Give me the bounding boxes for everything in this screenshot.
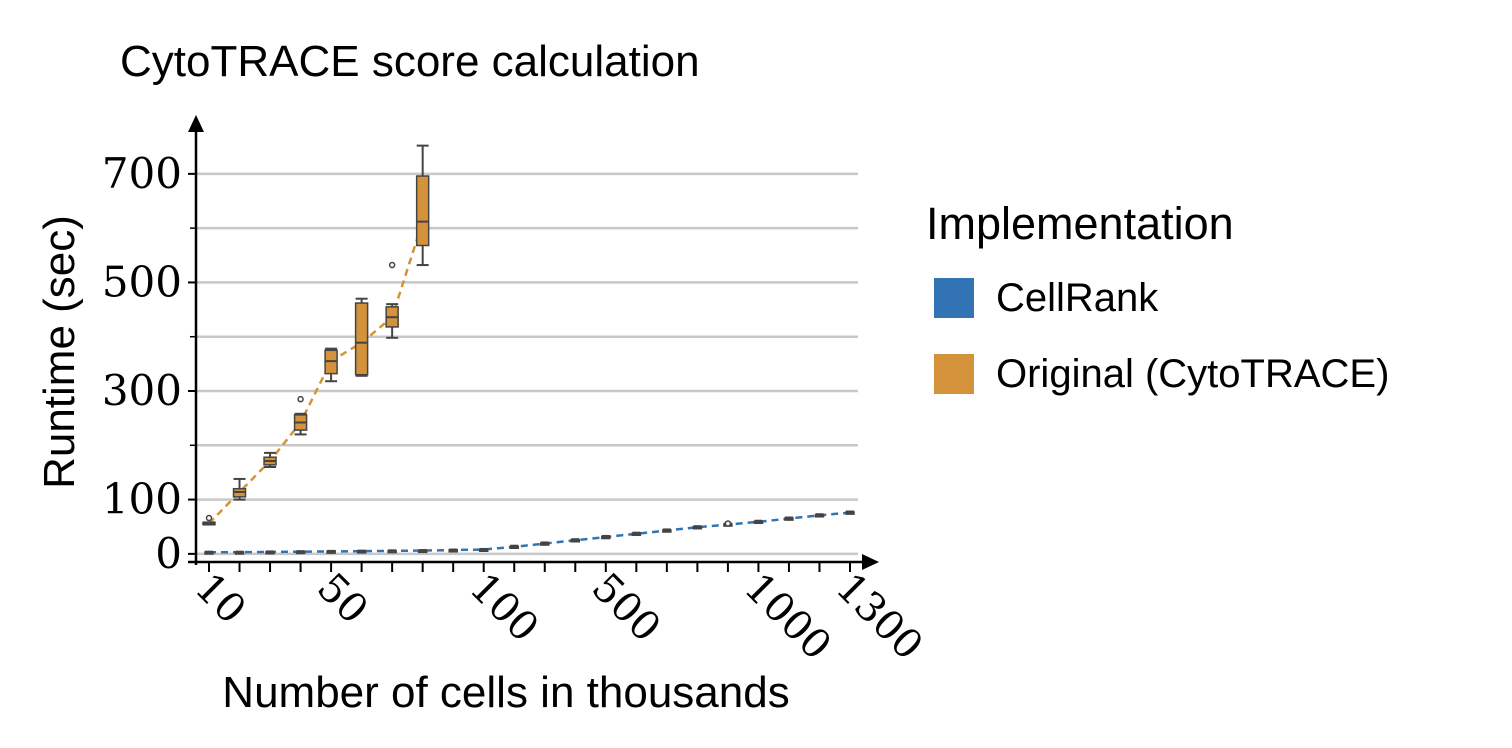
median-trend-line [208, 221, 424, 525]
x-axis-arrow [862, 554, 879, 570]
outlier-point [388, 261, 396, 269]
y-tick-label: 0 [155, 529, 182, 578]
series-1 [202, 144, 430, 526]
y-tick-label: 700 [102, 149, 182, 198]
x-tick-label: 10 [186, 565, 255, 634]
x-tick-label: 100 [461, 565, 548, 652]
legend-swatch-cellrank [934, 278, 974, 318]
legend-label-original: Original (CytoTRACE) [996, 351, 1390, 396]
y-tick-label: 500 [102, 257, 182, 306]
y-tick-label: 300 [102, 366, 182, 415]
series-0 [204, 510, 855, 555]
series-layer [202, 144, 855, 555]
x-tick-label: 500 [583, 565, 670, 652]
y-axis-label: Runtime (sec) [35, 215, 84, 489]
y-tick-label: 100 [102, 475, 182, 524]
grid-lines [196, 172, 858, 556]
legend-item-original: Original (CytoTRACE) [926, 351, 1390, 396]
outlier-point [205, 514, 213, 522]
y-ticks: 0 100 300 500 700 [102, 149, 196, 578]
legend: Implementation CellRank Original (CytoTR… [926, 198, 1389, 430]
x-axis-label: Number of cells in thousands [222, 668, 789, 717]
outlier-point [297, 395, 304, 403]
x-tick-label: 1000 [735, 565, 840, 670]
legend-label-cellrank: CellRank [996, 275, 1159, 320]
axes [188, 115, 879, 570]
legend-swatch-original [934, 354, 974, 394]
box [415, 175, 430, 247]
chart-title: CytoTRACE score calculation [120, 37, 700, 86]
y-axis-arrow [188, 115, 204, 132]
legend-title: Implementation [926, 198, 1234, 249]
x-tick-label: 50 [308, 565, 377, 634]
x-tick-label: 1300 [827, 565, 932, 670]
median-trend-line [209, 511, 851, 554]
box [354, 302, 369, 376]
outlier-point [724, 520, 732, 527]
legend-item-cellrank: CellRank [926, 275, 1389, 320]
